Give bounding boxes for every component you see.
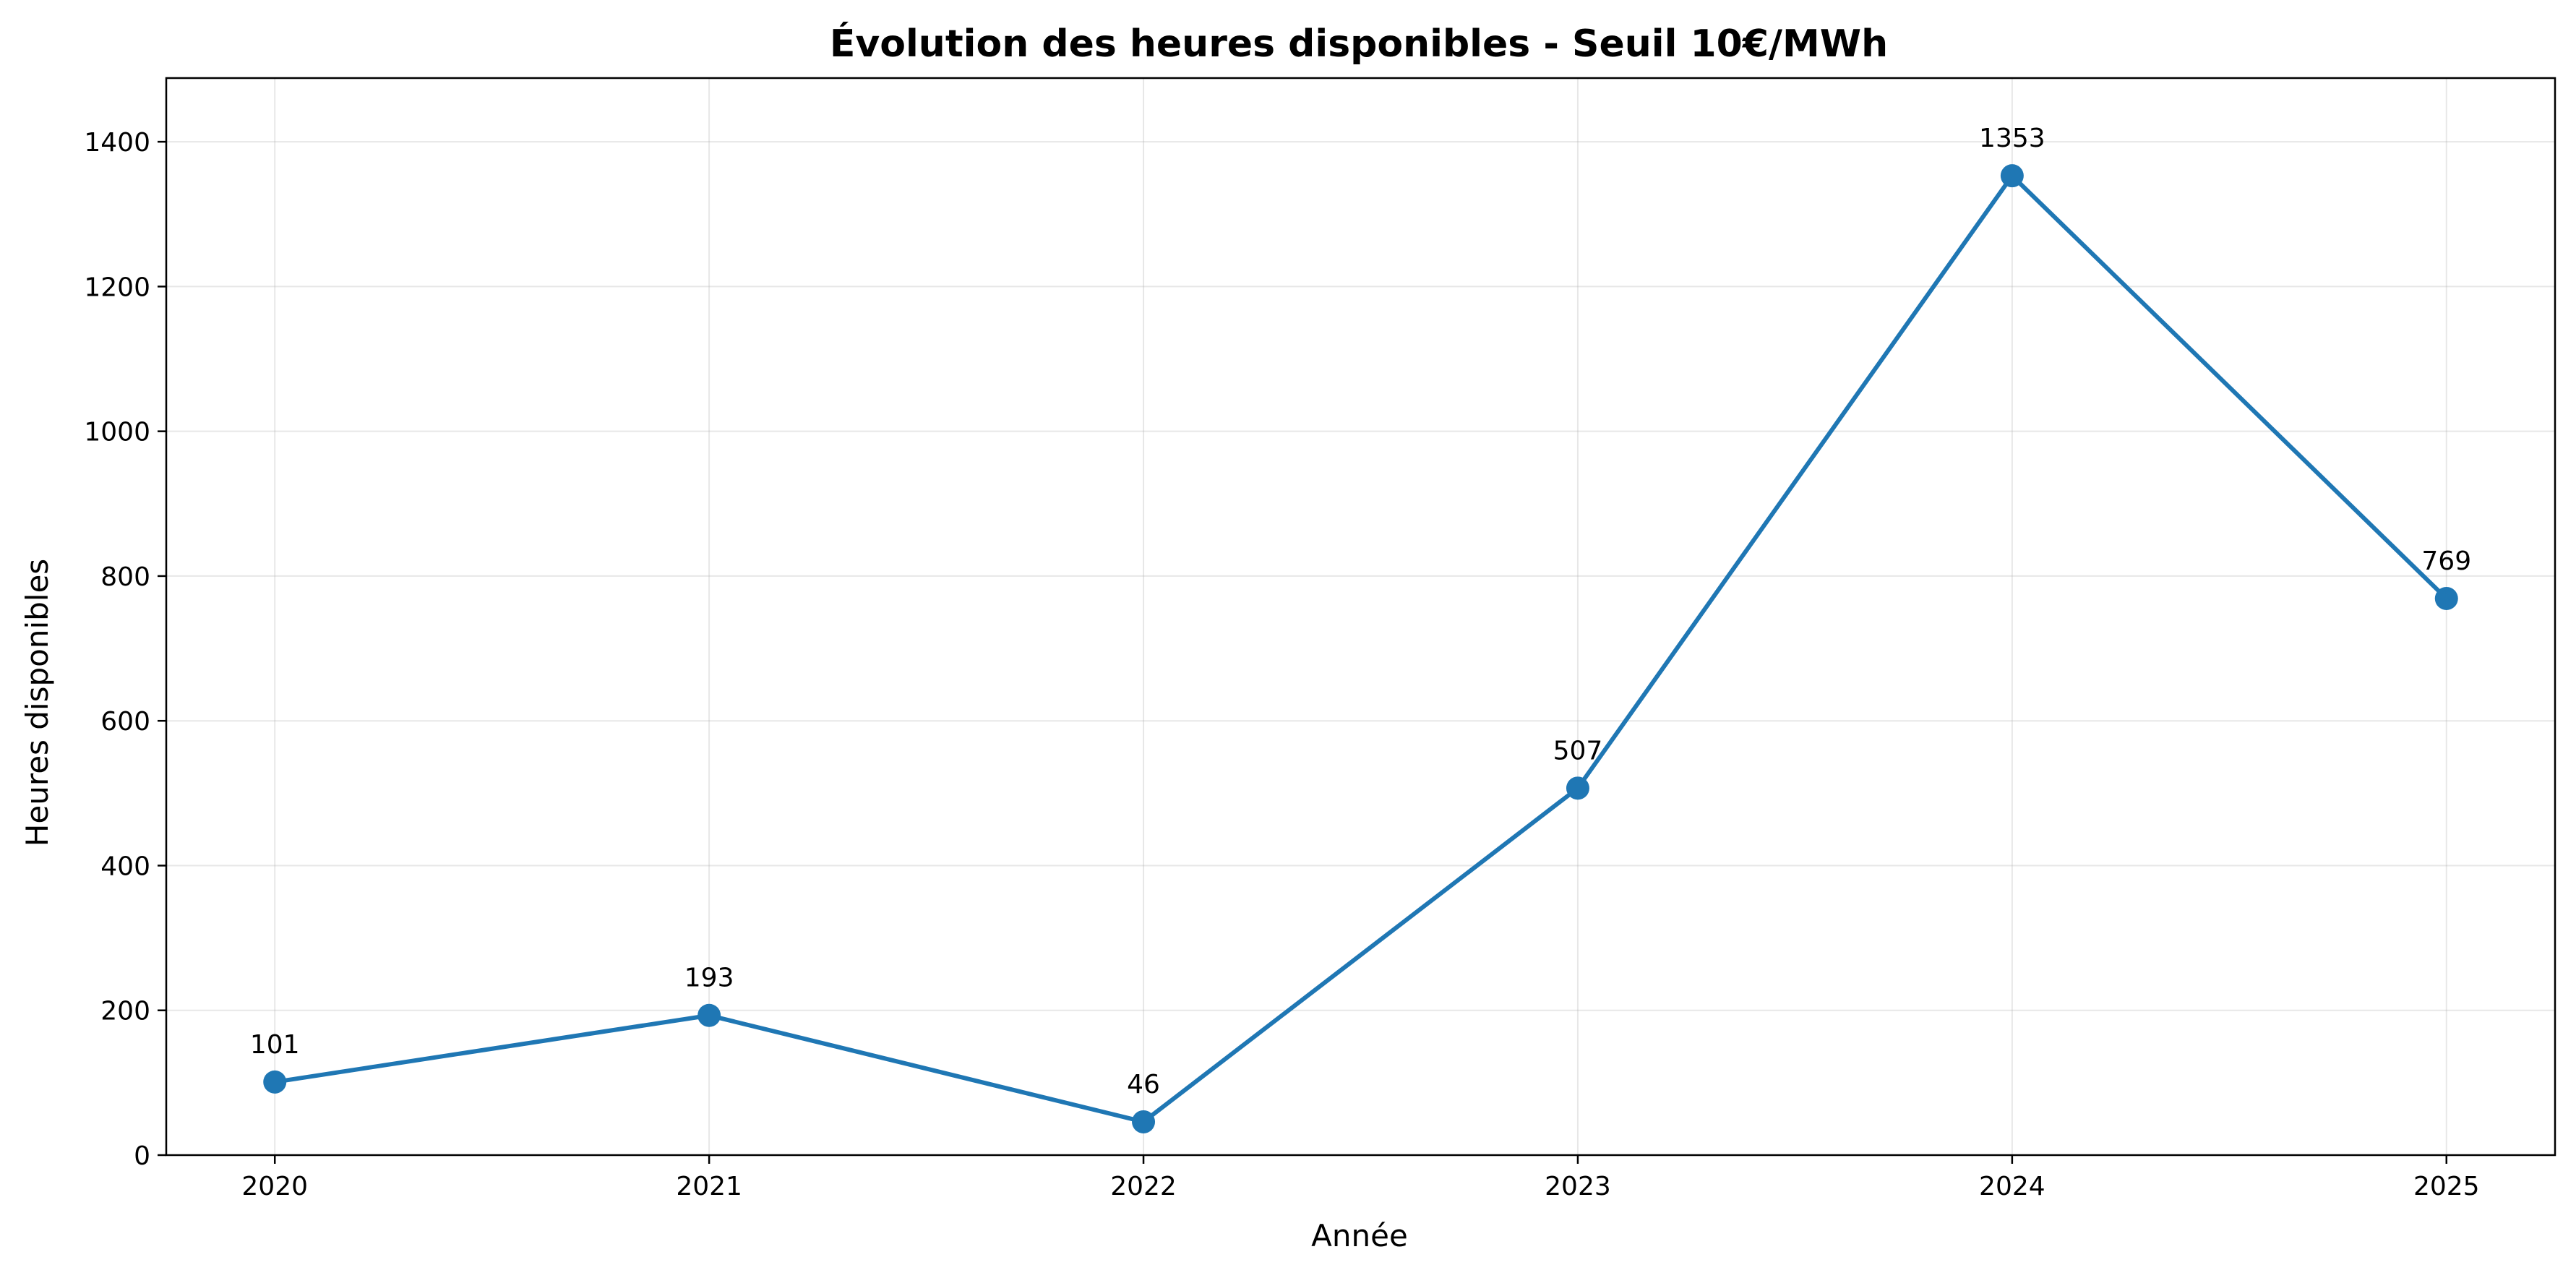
y-tick-label: 800 [100,562,150,592]
y-tick-label: 1000 [84,418,150,447]
y-tick-label: 400 [100,852,150,881]
data-label: 769 [2421,546,2471,576]
y-tick-label: 600 [100,707,150,737]
x-axis-title: Année [1311,1218,1408,1253]
chart-title: Évolution des heures disponibles - Seuil… [830,22,1888,66]
x-tick-label: 2025 [2413,1172,2480,1201]
y-tick-label: 200 [100,997,150,1026]
data-label: 507 [1553,736,1603,765]
data-label: 193 [684,964,734,993]
y-tick-label: 0 [134,1141,150,1171]
y-tick-label: 1400 [84,128,150,158]
axis-ticks: 0 200 400 600 800 1000 1200 1400 2020 2021 2022 202… [84,128,2479,1201]
y-axis-title: Heures disponibles [20,559,55,846]
data-point [2434,586,2458,610]
data-label: 46 [1127,1070,1160,1099]
data-label: 1353 [1979,124,2045,153]
x-tick-label: 2020 [241,1172,308,1201]
data-label: 101 [250,1030,300,1060]
data-point [263,1070,287,1094]
x-tick-label: 2023 [1545,1172,1611,1201]
data-labels: 101 193 46 507 1353 769 [250,124,2471,1099]
data-point [2000,164,2024,188]
y-tick-label: 1200 [84,273,150,302]
plot-frame [165,77,2556,1157]
x-tick-label: 2022 [1110,1172,1177,1201]
data-point [1132,1110,1156,1133]
x-tick-label: 2021 [676,1172,742,1201]
x-tick-label: 2024 [1979,1172,2045,1201]
series-heures-disponibles [263,164,2458,1133]
grid [166,78,2555,1156]
data-point [697,1003,721,1027]
series-line [272,173,2449,1124]
data-point [1566,776,1589,800]
